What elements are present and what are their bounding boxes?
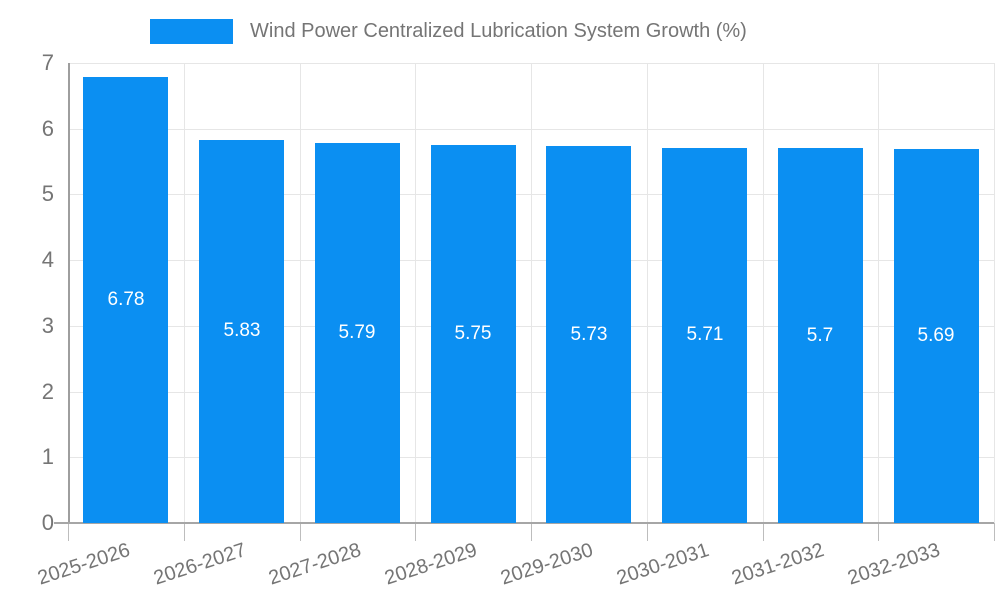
gridline-v: [531, 63, 532, 523]
bar-value-label: 6.78: [107, 289, 145, 310]
gridline-v: [647, 63, 648, 523]
y-tick-label: 3: [41, 313, 54, 338]
bar-2029-2030[interactable]: [546, 146, 631, 523]
gridline-v: [878, 63, 879, 523]
x-axis-tick: [300, 523, 301, 541]
x-axis-tick: [763, 523, 764, 541]
bar-2028-2029[interactable]: [431, 145, 516, 523]
bar-2032-2033[interactable]: [894, 149, 979, 523]
bar-value-label: 5.79: [338, 322, 376, 343]
bar-value-label: 5.71: [686, 324, 724, 345]
y-tick-label: 4: [41, 247, 54, 272]
x-axis-line: [54, 522, 994, 524]
y-tick-label: 5: [41, 181, 54, 206]
x-axis-tick: [994, 523, 995, 541]
x-axis-tick: [531, 523, 532, 541]
bar-2026-2027[interactable]: [199, 140, 284, 523]
y-tick-label: 2: [41, 379, 54, 404]
y-axis-line: [68, 63, 70, 523]
y-tick-label: 7: [41, 50, 54, 75]
bar-2031-2032[interactable]: [778, 148, 863, 523]
bar-2030-2031[interactable]: [662, 148, 747, 523]
bar-value-label: 5.83: [223, 320, 261, 341]
y-tick-label: 1: [41, 444, 54, 469]
bar-value-label: 5.69: [917, 325, 955, 346]
legend-swatch: [150, 19, 233, 44]
bar-2027-2028[interactable]: [315, 143, 400, 523]
gridline-v: [415, 63, 416, 523]
bar-value-label: 5.75: [454, 323, 492, 344]
legend: Wind Power Centralized Lubrication Syste…: [150, 19, 747, 44]
legend-label: Wind Power Centralized Lubrication Syste…: [250, 20, 747, 42]
x-axis-tick: [68, 523, 69, 541]
y-tick-label: 0: [41, 510, 54, 535]
y-tick-label: 6: [41, 116, 54, 141]
bar-2025-2026[interactable]: [83, 77, 168, 523]
bar-value-label: 5.73: [570, 324, 608, 345]
x-axis-tick: [878, 523, 879, 541]
x-axis-tick: [184, 523, 185, 541]
gridline-v: [763, 63, 764, 523]
gridline-v: [300, 63, 301, 523]
x-axis-tick: [647, 523, 648, 541]
bar-value-label: 5.7: [806, 325, 834, 346]
gridline-v: [184, 63, 185, 523]
gridline-v: [994, 63, 995, 523]
x-axis-tick: [415, 523, 416, 541]
